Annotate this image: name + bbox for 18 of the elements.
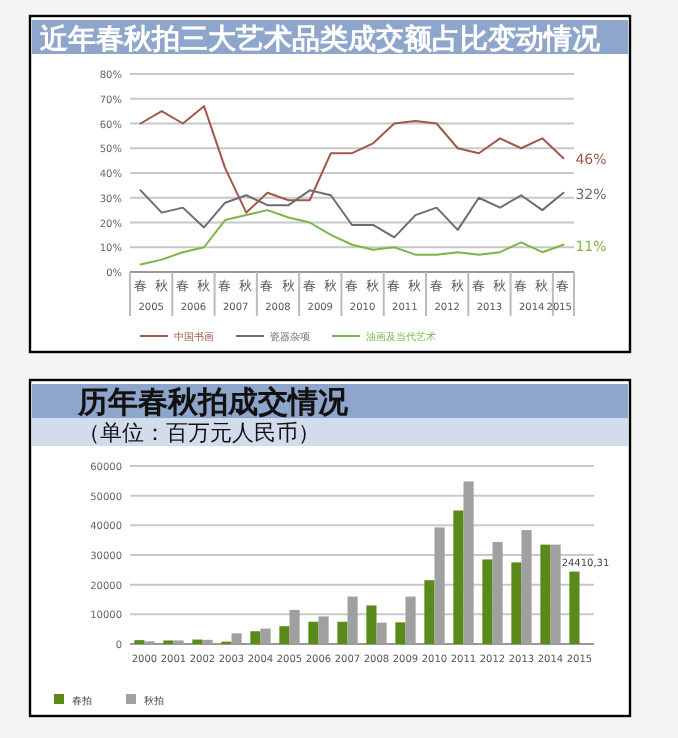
bar [337, 621, 348, 644]
bar [279, 626, 290, 644]
chart-subtitle: （单位：百万元人民币） [78, 420, 320, 446]
bar [366, 605, 377, 644]
chart-title: 历年春秋拍成交情况 [76, 384, 350, 420]
bar [250, 631, 261, 644]
bar [395, 622, 406, 644]
bar [482, 559, 493, 644]
bar [308, 621, 319, 644]
chart-title: 近年春秋拍三大艺术品类成交额占比变动情况 [38, 22, 602, 56]
line-series [139, 105, 565, 214]
bar [453, 510, 464, 644]
bar [540, 544, 551, 644]
line-series [139, 189, 565, 239]
bar [424, 580, 435, 644]
bar [569, 571, 580, 644]
bar [511, 562, 522, 644]
line-series [139, 209, 565, 266]
